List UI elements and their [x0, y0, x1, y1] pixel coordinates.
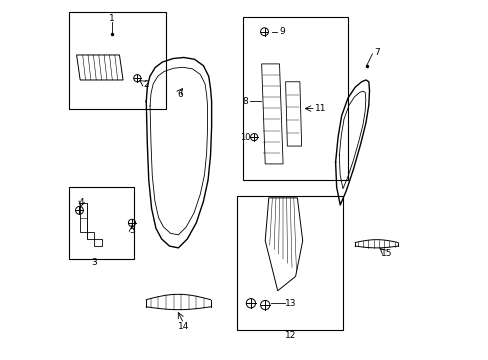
Text: 11: 11 — [314, 104, 325, 113]
Text: 14: 14 — [178, 322, 189, 331]
Text: 2: 2 — [143, 80, 149, 89]
Bar — [237, 196, 342, 330]
Text: 7: 7 — [373, 48, 379, 57]
Text: 4: 4 — [78, 198, 83, 207]
Text: 12: 12 — [284, 331, 295, 340]
Text: 15: 15 — [380, 249, 392, 258]
Text: 6: 6 — [177, 90, 183, 99]
Text: 3: 3 — [91, 258, 97, 267]
Text: 13: 13 — [285, 299, 296, 308]
Bar — [69, 187, 134, 258]
Bar — [242, 18, 347, 180]
Text: 9: 9 — [279, 27, 285, 36]
Text: 8: 8 — [242, 97, 247, 106]
Bar — [69, 12, 165, 109]
Text: 1: 1 — [109, 14, 115, 23]
Text: 10: 10 — [240, 132, 250, 141]
Text: 5: 5 — [129, 226, 135, 235]
